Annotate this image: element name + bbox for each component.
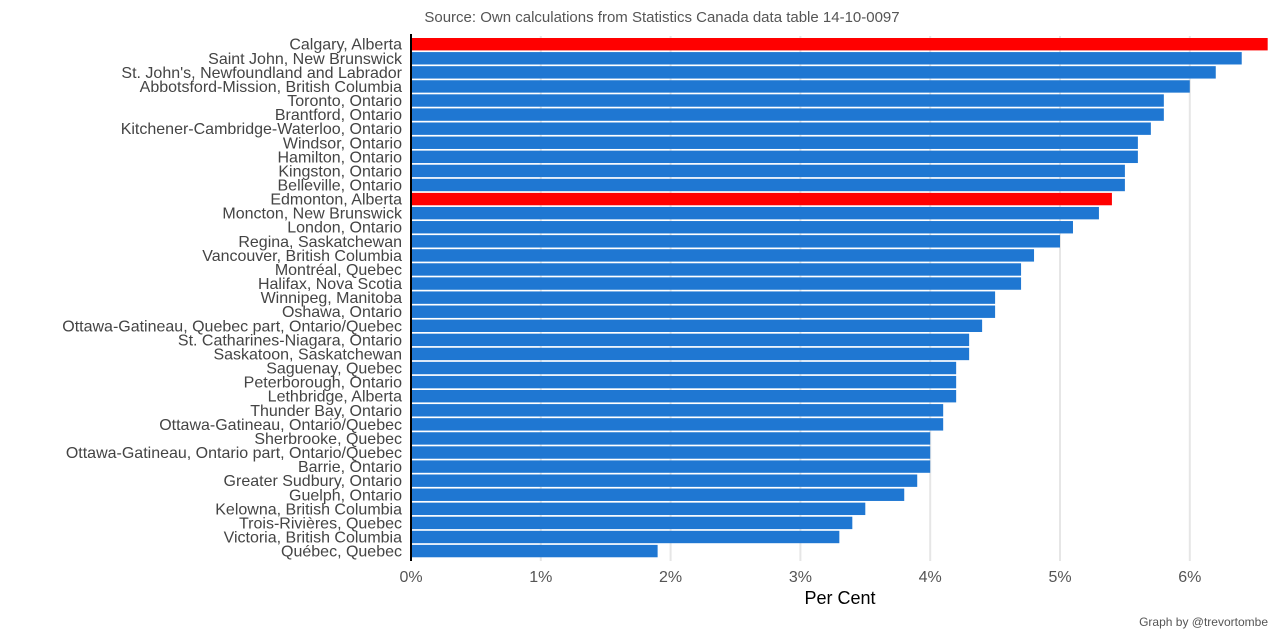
category-label: Kingston, Ontario: [278, 163, 402, 180]
bar-3: [411, 80, 1190, 93]
category-label: Moncton, New Brunswick: [222, 206, 403, 223]
category-label: Saint John, New Brunswick: [208, 51, 403, 68]
bar-28: [411, 432, 931, 445]
category-label: Sherbrooke, Quebec: [254, 431, 402, 448]
category-label: Winnipeg, Manitoba: [261, 290, 403, 307]
bar-16: [411, 263, 1022, 276]
bar-11: [411, 192, 1112, 206]
bar-7: [411, 136, 1138, 149]
category-label: Barrie, Ontario: [298, 459, 402, 476]
bar-22: [411, 347, 970, 361]
bar-6: [411, 122, 1151, 135]
bar-34: [411, 516, 853, 530]
x-tick-label: 4%: [919, 569, 942, 586]
x-axis-title: Per Cent: [804, 588, 875, 608]
bar-27: [411, 418, 944, 431]
bar-29: [411, 446, 931, 459]
category-label: Ottawa-Gatineau, Ontario/Quebec: [159, 417, 402, 434]
category-label: Guelph, Ontario: [289, 487, 402, 504]
x-tick-labels: 0% 1% 2% 3% 4% 5% 6%: [399, 569, 1201, 586]
bar-14: [411, 235, 1060, 248]
category-label: Trois-Rivières, Quebec: [239, 515, 402, 532]
bar-2: [411, 66, 1216, 79]
category-label: Toronto, Ontario: [287, 93, 402, 110]
bar-9: [411, 164, 1125, 178]
category-label: Victoria, British Columbia: [224, 530, 403, 547]
category-label: Kelowna, British Columbia: [215, 501, 402, 518]
x-tick-label: 6%: [1178, 569, 1201, 586]
bar-19: [411, 305, 996, 318]
category-label: Windsor, Ontario: [283, 135, 402, 152]
chart-subtitle: Source: Own calculations from Statistics…: [424, 9, 899, 26]
bar-36: [411, 544, 658, 558]
category-label: Hamilton, Ontario: [278, 149, 403, 166]
bar-8: [411, 150, 1138, 164]
bar-20: [411, 319, 983, 332]
category-label: Saguenay, Quebec: [266, 361, 402, 378]
category-label: Saskatoon, Saskatchewan: [213, 346, 402, 363]
bar-25: [411, 390, 957, 403]
category-label: Vancouver, British Columbia: [202, 248, 402, 265]
x-tick-label: 3%: [789, 569, 812, 586]
category-label: Calgary, Alberta: [289, 37, 402, 54]
x-tick-label: 0%: [399, 569, 422, 586]
bar-18: [411, 291, 996, 304]
bars: [411, 38, 1268, 558]
chart-caption: Graph by @trevortombe: [1139, 615, 1268, 629]
bar-1: [411, 52, 1242, 65]
x-tick-label: 5%: [1048, 569, 1071, 586]
bar-17: [411, 277, 1022, 290]
bar-32: [411, 488, 905, 501]
category-label: Thunder Bay, Ontario: [250, 403, 402, 420]
category-label: Ottawa-Gatineau, Quebec part, Ontario/Qu…: [62, 318, 402, 335]
bar-13: [411, 221, 1073, 234]
category-label: Regina, Saskatchewan: [238, 234, 402, 251]
category-label: London, Ontario: [287, 220, 402, 237]
category-label: Greater Sudbury, Ontario: [224, 473, 403, 490]
category-label: Québec, Quebec: [281, 544, 402, 561]
bar-5: [411, 108, 1164, 121]
bar-26: [411, 404, 944, 417]
bar-4: [411, 94, 1164, 107]
category-label: Brantford, Ontario: [275, 107, 402, 124]
category-label: St. John's, Newfoundland and Labrador: [121, 65, 402, 82]
x-tick-label: 1%: [529, 569, 552, 586]
category-label: Oshawa, Ontario: [282, 304, 402, 321]
category-label: Lethbridge, Alberta: [268, 389, 402, 406]
bar-21: [411, 333, 970, 347]
category-label: Belleville, Ontario: [278, 178, 403, 195]
bar-15: [411, 249, 1035, 262]
category-label: Halifax, Nova Scotia: [258, 276, 402, 293]
category-label: Kitchener-Cambridge-Waterloo, Ontario: [121, 121, 402, 138]
bar-24: [411, 375, 957, 389]
category-label: Montréal, Quebec: [275, 262, 402, 279]
bar-10: [411, 178, 1125, 192]
bar-30: [411, 460, 931, 473]
bar-31: [411, 474, 918, 487]
bar-12: [411, 206, 1099, 220]
category-label: Abbotsford-Mission, British Columbia: [140, 79, 402, 96]
x-tick-label: 2%: [659, 569, 682, 586]
category-label: St. Catharines-Niagara, Ontario: [178, 332, 402, 349]
bar-33: [411, 502, 866, 516]
category-label: Ottawa-Gatineau, Ontario part, Ontario/Q…: [66, 445, 402, 462]
bar-23: [411, 361, 957, 375]
bar-0: [411, 38, 1268, 51]
bar-35: [411, 530, 840, 544]
category-label: Edmonton, Alberta: [270, 192, 402, 209]
category-label: Peterborough, Ontario: [244, 375, 402, 392]
